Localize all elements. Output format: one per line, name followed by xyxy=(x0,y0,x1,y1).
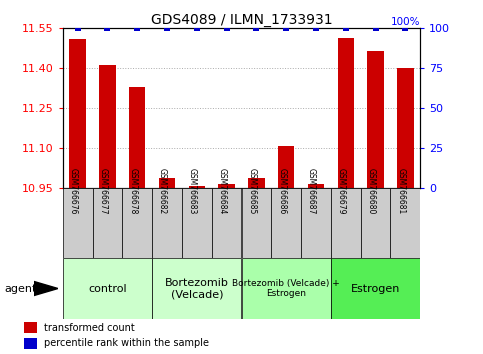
Text: 100%: 100% xyxy=(391,17,420,27)
Bar xyxy=(368,51,384,188)
Point xyxy=(282,25,290,31)
Bar xyxy=(122,188,152,258)
Bar xyxy=(271,188,301,258)
Bar xyxy=(63,258,152,319)
Title: GDS4089 / ILMN_1733931: GDS4089 / ILMN_1733931 xyxy=(151,13,332,27)
Text: GSM766680: GSM766680 xyxy=(367,168,376,215)
Point xyxy=(193,25,201,31)
Bar xyxy=(152,188,182,258)
Point xyxy=(372,25,380,31)
Text: GSM766687: GSM766687 xyxy=(307,168,316,215)
Point xyxy=(401,25,409,31)
Text: GSM766678: GSM766678 xyxy=(128,168,137,215)
Bar xyxy=(242,258,331,319)
Bar xyxy=(361,188,390,258)
Bar xyxy=(308,184,324,188)
Point xyxy=(74,25,82,31)
Text: percentile rank within the sample: percentile rank within the sample xyxy=(44,338,209,348)
Text: transformed count: transformed count xyxy=(44,322,135,332)
Point xyxy=(104,25,112,31)
Bar xyxy=(218,184,235,188)
Point xyxy=(253,25,260,31)
Text: Bortezomib
(Velcade): Bortezomib (Velcade) xyxy=(165,278,229,299)
Text: GSM766683: GSM766683 xyxy=(188,168,197,215)
Bar xyxy=(24,338,37,349)
Text: GSM766681: GSM766681 xyxy=(397,168,405,214)
Polygon shape xyxy=(34,281,58,296)
Point xyxy=(133,25,141,31)
Bar xyxy=(278,147,294,188)
Bar xyxy=(338,38,354,188)
Bar xyxy=(24,322,37,333)
Bar xyxy=(242,188,271,258)
Text: Estrogen: Estrogen xyxy=(351,284,400,293)
Text: GSM766679: GSM766679 xyxy=(337,168,346,215)
Text: Bortezomib (Velcade) +
Estrogen: Bortezomib (Velcade) + Estrogen xyxy=(232,279,340,298)
Bar xyxy=(331,188,361,258)
Point xyxy=(342,25,350,31)
Bar xyxy=(63,188,93,258)
Bar xyxy=(129,87,145,188)
Bar xyxy=(152,258,242,319)
Text: GSM766686: GSM766686 xyxy=(277,168,286,215)
Text: GSM766677: GSM766677 xyxy=(99,168,108,215)
Text: GSM766684: GSM766684 xyxy=(218,168,227,215)
Bar xyxy=(93,188,122,258)
Point xyxy=(223,25,230,31)
Point xyxy=(312,25,320,31)
Text: agent: agent xyxy=(5,284,37,293)
Bar xyxy=(301,188,331,258)
Bar xyxy=(390,188,420,258)
Bar xyxy=(248,178,265,188)
Text: GSM766685: GSM766685 xyxy=(247,168,256,215)
Bar xyxy=(397,68,413,188)
Bar xyxy=(212,188,242,258)
Bar xyxy=(331,258,420,319)
Point xyxy=(163,25,171,31)
Text: GSM766682: GSM766682 xyxy=(158,168,167,214)
Bar xyxy=(182,188,212,258)
Text: control: control xyxy=(88,284,127,293)
Bar xyxy=(70,40,86,188)
Text: GSM766676: GSM766676 xyxy=(69,168,78,215)
Bar xyxy=(189,186,205,188)
Bar xyxy=(159,178,175,188)
Bar xyxy=(99,65,115,188)
